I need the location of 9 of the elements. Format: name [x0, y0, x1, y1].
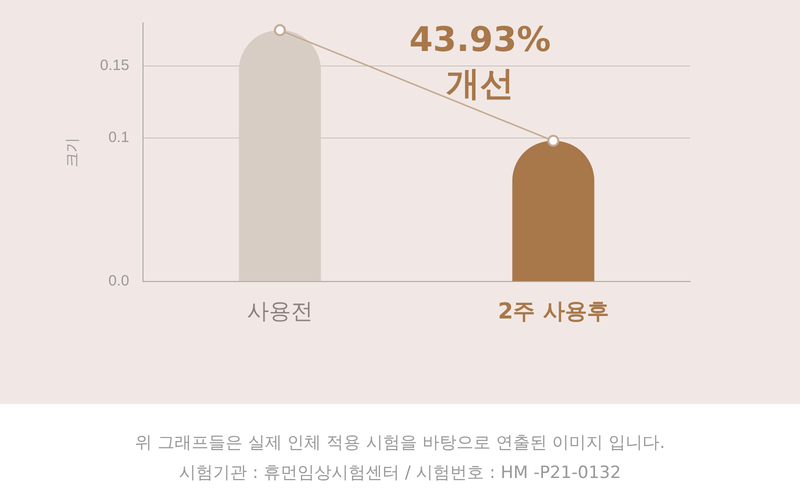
y-axis-title: 크기 [64, 137, 82, 168]
annotation: 43.93% 개선 [408, 19, 552, 106]
y-tick-label: 0.1 [108, 129, 130, 146]
y-tick-label: 0.15 [100, 57, 130, 74]
y-tick-label: 0.0 [108, 272, 130, 290]
x-tick-label: 2주 사용후 [498, 300, 609, 325]
x-tick-label: 사용전 [246, 300, 313, 325]
text: 위 그래프들은 실제 인체 적용 시험을 바탕으로 연출된 이미지 입니다. [134, 433, 666, 453]
text: 시험기관 : 휴먼임상시험센터 / 시험번호 : HM -P21-0132 [179, 463, 621, 483]
